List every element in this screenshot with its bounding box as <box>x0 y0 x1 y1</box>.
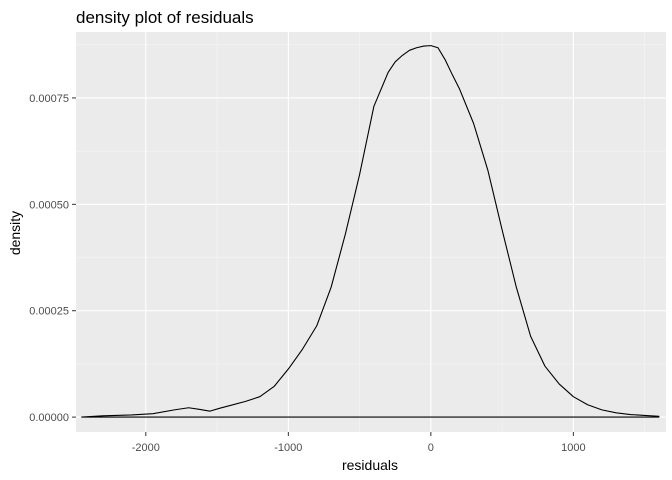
y-tick-label: 0.00000 <box>29 412 69 424</box>
axis-ticks: -2000 -1000 0 1000 0.00000 0.00025 0.00050 0.00… <box>29 93 585 454</box>
y-tick-label: 0.00025 <box>29 306 69 318</box>
y-tick-label: 0.00050 <box>29 199 69 211</box>
x-axis-title: residuals <box>342 457 398 473</box>
density-series <box>81 45 660 418</box>
x-tick-label: 0 <box>428 442 434 454</box>
y-tick-label: 0.00075 <box>29 93 69 105</box>
y-axis-title: density <box>7 211 23 255</box>
plot-panel <box>76 32 666 432</box>
chart-title: density plot of residuals <box>76 8 254 27</box>
x-tick-label: -1000 <box>274 442 302 454</box>
density-curve <box>81 45 660 418</box>
x-tick-label: -2000 <box>132 442 160 454</box>
x-tick-label: 1000 <box>561 442 585 454</box>
